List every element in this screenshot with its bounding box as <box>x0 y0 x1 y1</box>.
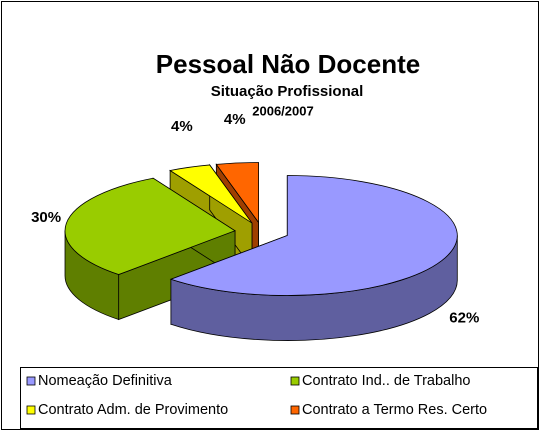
legend-label: Contrato a Termo Res. Certo <box>302 402 487 418</box>
data-label: 62% <box>449 309 479 326</box>
legend-swatch <box>290 376 300 386</box>
slice <box>169 175 458 296</box>
chart-period: 2006/2007 <box>252 103 313 118</box>
legend-label: Contrato Ind.. de Trabalho <box>302 373 470 389</box>
legend-swatch <box>26 405 36 415</box>
chart-title: Pessoal Não Docente <box>156 49 420 79</box>
data-label: 30% <box>31 209 61 226</box>
legend-label: Contrato Adm. de Provimento <box>38 402 228 418</box>
chart-subtitle: Situação Profissional <box>211 83 364 100</box>
pie: 4% 4% 30% 62% <box>31 111 479 341</box>
legend-label: Nomeação Definitiva <box>38 373 173 389</box>
slice <box>64 177 236 275</box>
legend-swatch <box>290 405 300 415</box>
legend-box <box>20 367 538 429</box>
legend-swatch <box>26 376 36 386</box>
legend: Nomeação Definitiva Contrato Ind.. de Tra… <box>26 373 487 418</box>
data-label: 4% <box>171 118 193 135</box>
slice <box>169 164 253 224</box>
data-label: 4% <box>224 111 246 128</box>
slice <box>215 162 259 224</box>
